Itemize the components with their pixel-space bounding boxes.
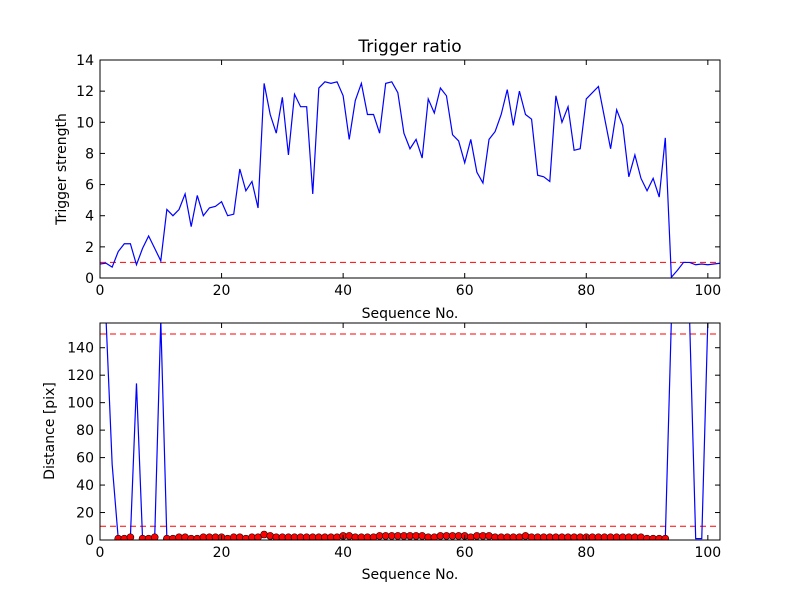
data-point-marker: [150, 533, 159, 540]
y-tick-label: 60: [76, 451, 94, 467]
top-axes: Trigger ratio Trigger strength Sequence …: [54, 37, 721, 322]
y-tick-label: 80: [76, 423, 94, 439]
x-tick-label: 80: [577, 545, 595, 561]
x-tick-label: 40: [334, 545, 352, 561]
y-tick-label: 0: [85, 271, 94, 287]
x-tick-label: 100: [694, 545, 721, 561]
x-tick-label: 60: [456, 283, 474, 299]
bottom-x-axis-label: Sequence No.: [362, 567, 459, 583]
x-tick-label: 80: [577, 283, 595, 299]
y-tick-label: 140: [67, 341, 94, 357]
chart-title: Trigger ratio: [357, 37, 461, 57]
series-line: [100, 81, 720, 278]
top-axis-ticks: 0 20 40 60 80 100 0 2 4 6 8 10 12 14: [76, 53, 721, 299]
y-tick-label: 8: [85, 146, 94, 162]
bottom-axes: Distance [pix] Sequence No. 0 20 40 60 80 100…: [42, 322, 721, 583]
y-tick-label: 20: [76, 506, 94, 522]
bottom-axes-frame: [99, 322, 721, 541]
y-tick-label: 10: [76, 115, 94, 131]
x-tick-label: 0: [96, 283, 105, 299]
data-point-marker: [661, 534, 670, 540]
y-tick-label: 6: [85, 178, 94, 194]
x-tick-label: 60: [456, 545, 474, 561]
x-tick-label: 40: [334, 283, 352, 299]
bottom-y-axis-label: Distance [pix]: [42, 382, 58, 480]
y-tick-label: 120: [67, 368, 94, 384]
x-tick-label: 100: [694, 283, 721, 299]
plot-clip-group: [100, 81, 720, 278]
y-tick-label: 14: [76, 53, 94, 69]
plot-clip-group: [100, 323, 720, 540]
bottom-plot-area: [100, 323, 720, 540]
y-tick-label: 40: [76, 478, 94, 494]
y-tick-label: 4: [85, 209, 94, 225]
data-point-marker: [126, 533, 135, 540]
y-tick-label: 100: [67, 396, 94, 412]
bottom-axis-ticks: 0 20 40 60 80 100 0 20 40 60 80 100 120 140: [67, 323, 721, 561]
top-y-axis-label: Trigger strength: [54, 113, 70, 226]
x-tick-label: 20: [213, 283, 231, 299]
x-tick-label: 0: [96, 545, 105, 561]
top-x-axis-label: Sequence No.: [362, 306, 459, 322]
top-plot-area: [100, 81, 720, 278]
y-tick-label: 12: [76, 84, 94, 100]
y-tick-label: 0: [85, 533, 94, 549]
top-axes-frame: [99, 59, 721, 279]
y-tick-label: 2: [85, 240, 94, 256]
x-tick-label: 20: [213, 545, 231, 561]
